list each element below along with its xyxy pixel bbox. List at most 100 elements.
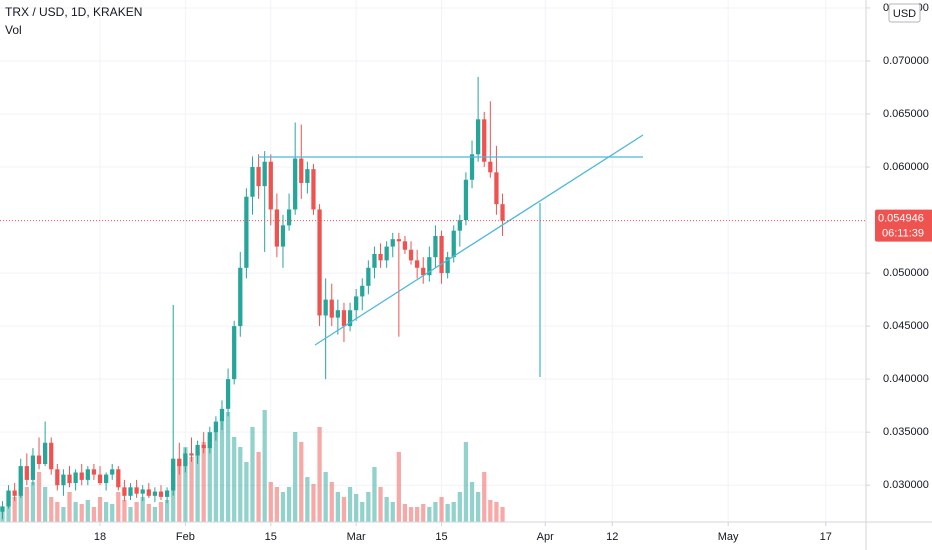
volume-bar	[274, 487, 280, 522]
volume-bar	[79, 504, 84, 522]
candle-body	[360, 285, 365, 297]
volume-bar	[55, 502, 60, 522]
candle-body	[268, 161, 273, 210]
volume-bar	[183, 447, 188, 522]
x-tick-label: Apr	[537, 531, 554, 543]
candle-body	[408, 249, 414, 261]
volume-bar	[244, 462, 249, 522]
candle-body	[329, 299, 334, 318]
volume-bar	[408, 507, 414, 522]
candle-body	[0, 506, 5, 512]
last-price-box	[875, 209, 932, 242]
volume-bar	[360, 502, 365, 522]
candle-body	[91, 469, 97, 475]
volume-bar	[347, 487, 353, 522]
volume-bar	[61, 507, 66, 522]
candle-body	[201, 444, 206, 449]
candle-body	[134, 487, 139, 494]
candle-body	[396, 239, 401, 242]
candle-body	[445, 257, 450, 274]
volume-bar	[225, 412, 231, 522]
volume-bar	[402, 504, 408, 522]
volume-bar	[317, 427, 322, 522]
x-tick-label: May	[718, 531, 739, 543]
candle-body	[213, 421, 219, 433]
candle-body	[317, 209, 322, 316]
x-tick-label: 15	[265, 531, 277, 543]
volume-bar	[177, 462, 182, 522]
candle-body	[128, 487, 133, 496]
candle-body	[354, 296, 359, 311]
candle-body	[366, 267, 371, 286]
currency-button[interactable]	[888, 3, 921, 23]
last-price-label: 0.054946	[878, 213, 924, 225]
volume-bar	[18, 477, 23, 522]
candle-body	[164, 490, 170, 497]
volume-label: Vol	[5, 23, 22, 37]
volume-bar	[201, 442, 206, 522]
volume-bar	[85, 500, 90, 522]
candle-body	[67, 474, 72, 484]
candle-body	[378, 254, 383, 261]
candle-body	[122, 487, 127, 496]
candle-body	[79, 472, 84, 480]
candle-body	[475, 119, 481, 155]
volume-bar	[73, 502, 78, 522]
volume-bar	[500, 507, 505, 522]
y-tick-label: 0.060000	[883, 161, 929, 173]
volume-bar	[384, 497, 389, 522]
candle-body	[42, 442, 48, 464]
volume-bar	[128, 507, 133, 522]
grid	[0, 0, 866, 522]
candle-body	[73, 472, 78, 484]
volume-bar	[30, 482, 36, 522]
volume-bar	[463, 442, 469, 522]
volume-bar	[439, 497, 444, 522]
candles	[0, 76, 505, 520]
volume-bar	[12, 497, 17, 522]
y-tick-label: 0.045000	[883, 320, 929, 332]
x-tick-label: Feb	[176, 531, 195, 543]
candle-body	[256, 167, 261, 187]
candle-body	[177, 458, 182, 467]
volume-bar	[134, 502, 139, 522]
volume-bar	[293, 432, 298, 522]
candle-body	[286, 209, 292, 226]
volume-bar	[110, 504, 115, 522]
volume-bar	[152, 507, 158, 522]
candle-body	[207, 432, 212, 449]
candle-body	[469, 154, 475, 180]
x-tick-label: 15	[435, 531, 447, 543]
candle-body	[55, 469, 60, 486]
candle-body	[36, 455, 42, 464]
candle-body	[152, 491, 158, 496]
candle-body	[482, 119, 487, 162]
candle-body	[341, 310, 347, 327]
volume-bar	[323, 472, 328, 522]
candle-body	[500, 204, 505, 221]
y-tick-label: 0.035000	[883, 426, 929, 438]
x-tick-label: 18	[94, 531, 106, 543]
volume-bar	[396, 452, 401, 522]
currency-label[interactable]: USD	[893, 8, 916, 20]
y-tick-label: 0.050000	[883, 267, 929, 279]
volume-bar	[146, 504, 151, 522]
volume-bar	[329, 482, 334, 522]
candle-body	[140, 489, 145, 494]
volume-bar	[67, 492, 72, 522]
candle-body	[457, 220, 462, 231]
volume-bar	[305, 477, 310, 522]
candle-body	[421, 267, 426, 276]
volume-bar	[445, 504, 450, 522]
candle-body	[30, 455, 36, 480]
volume-bar	[262, 410, 267, 522]
volume-bar	[250, 427, 255, 522]
y-tick-label: 0.065000	[883, 108, 929, 120]
volume-bar	[311, 484, 316, 522]
candle-body	[232, 326, 237, 380]
volume-bar	[354, 494, 359, 522]
trend-drawing	[314, 134, 644, 346]
candle-body	[110, 469, 115, 475]
volume-bar	[427, 507, 432, 522]
candle-body	[390, 239, 395, 247]
